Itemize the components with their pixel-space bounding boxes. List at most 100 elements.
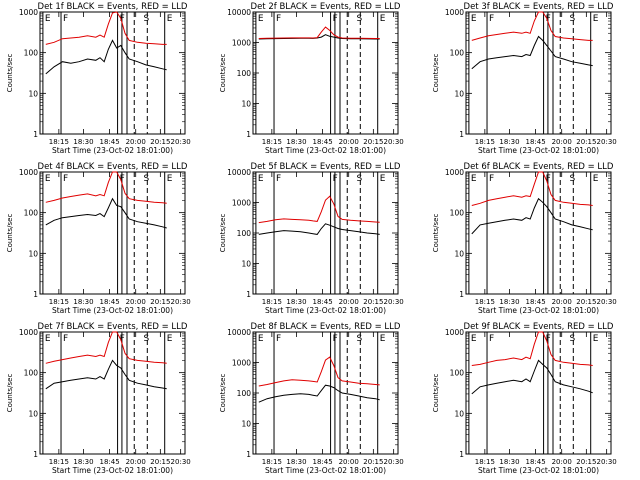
series-line-black — [45, 39, 167, 75]
x-tick-label: 20:15 — [150, 458, 170, 466]
x-tick-label: 20:00 — [552, 298, 572, 306]
marker-letter: F — [276, 334, 281, 344]
y-tick-label: 1000 — [232, 39, 251, 48]
chart-panel-det6: Det 6f BLACK = Events, RED = LLD Counts/s… — [432, 162, 617, 315]
marker-letter: S — [357, 334, 363, 344]
plot-frame — [39, 11, 186, 135]
x-tick-label: 20:30 — [597, 298, 617, 306]
marker-letter: F — [489, 14, 494, 24]
x-tick-label: 20:00 — [339, 138, 359, 146]
y-axis-label: Counts/sec — [432, 214, 440, 253]
plot-frame — [39, 331, 186, 455]
y-tick-label: 10 — [28, 249, 38, 258]
plot-frame — [252, 11, 399, 135]
marker-letter: E — [45, 174, 51, 184]
x-axis-label: Start Time (23-Oct-02 18:01:00) — [478, 146, 599, 155]
y-axis-label: Counts/sec — [6, 54, 14, 93]
chart-title: Det 4f BLACK = Events, RED = LLD — [38, 162, 188, 172]
y-axis-label: Counts/sec — [6, 374, 14, 413]
y-tick-label: 100 — [237, 389, 252, 398]
y-tick-label: 1 — [459, 130, 464, 139]
marker-letter: E — [593, 334, 599, 344]
marker-letter: S — [570, 334, 576, 344]
x-tick-label: 18:45 — [526, 298, 546, 306]
y-tick-label: 10000 — [227, 8, 251, 17]
y-axis-label: Counts/sec — [432, 374, 440, 413]
x-tick-label: 18:15 — [262, 138, 282, 146]
x-tick-label: 18:45 — [526, 458, 546, 466]
x-tick-label: 18:30 — [286, 138, 306, 146]
y-tick-label: 100 — [237, 229, 252, 238]
series-line-red — [471, 331, 593, 366]
y-tick-label: 10000 — [227, 328, 251, 337]
x-axis-label: Start Time (23-Oct-02 18:01:00) — [265, 306, 386, 315]
y-tick-label: 1 — [246, 450, 251, 459]
chart-title: Det 9f BLACK = Events, RED = LLD — [464, 322, 614, 332]
y-tick-label: 100 — [450, 209, 465, 218]
y-tick-label: 10 — [454, 249, 464, 258]
x-tick-label: 18:30 — [286, 298, 306, 306]
x-tick-label: 18:15 — [262, 458, 282, 466]
chart-panel-det7: Det 7f BLACK = Events, RED = LLD Counts/s… — [6, 322, 191, 475]
marker-letter: E — [167, 14, 173, 24]
y-tick-label: 10 — [454, 89, 464, 98]
y-tick-label: 1 — [33, 450, 38, 459]
x-tick-label: 18:30 — [73, 138, 93, 146]
y-tick-label: 1 — [246, 290, 251, 299]
marker-letter: F — [333, 14, 338, 24]
marker-letter: F — [546, 14, 551, 24]
marker-letter: E — [45, 334, 51, 344]
x-tick-label: 20:30 — [171, 458, 191, 466]
marker-letter: E — [471, 334, 477, 344]
marker-letter: S — [144, 14, 150, 24]
x-tick-label: 18:15 — [475, 138, 495, 146]
x-tick-label: 18:45 — [313, 458, 333, 466]
x-axis-label: Start Time (23-Oct-02 18:01:00) — [52, 146, 173, 155]
series-line-black — [258, 384, 380, 403]
y-tick-label: 100 — [450, 49, 465, 58]
marker-letter: E — [593, 174, 599, 184]
marker-letter: E — [380, 334, 386, 344]
x-tick-label: 20:15 — [150, 138, 170, 146]
marker-letter: F — [120, 334, 125, 344]
x-tick-label: 18:15 — [49, 458, 69, 466]
x-tick-label: 18:15 — [475, 298, 495, 306]
x-tick-label: 20:30 — [171, 138, 191, 146]
marker-letter: E — [45, 14, 51, 24]
marker-letter: S — [144, 174, 150, 184]
chart-panel-det9: Det 9f BLACK = Events, RED = LLD Counts/s… — [432, 322, 617, 475]
chart-title: Det 7f BLACK = Events, RED = LLD — [38, 322, 188, 332]
y-tick-label: 1000 — [19, 8, 38, 17]
x-tick-label: 20:15 — [576, 298, 596, 306]
plot-frame — [252, 171, 399, 295]
x-tick-label: 20:30 — [597, 458, 617, 466]
y-tick-label: 1 — [459, 450, 464, 459]
marker-letter: F — [489, 334, 494, 344]
series-line-black — [45, 197, 167, 229]
series-line-black — [471, 359, 593, 395]
x-tick-label: 20:00 — [126, 458, 146, 466]
plot-frame — [465, 11, 612, 135]
y-tick-label: 10 — [241, 420, 251, 429]
x-tick-label: 18:15 — [49, 298, 69, 306]
x-tick-label: 20:00 — [339, 458, 359, 466]
plot-frame — [465, 171, 612, 295]
marker-letter: E — [380, 14, 386, 24]
marker-letter: E — [471, 174, 477, 184]
series-line-red — [258, 26, 380, 39]
y-tick-label: 10 — [241, 100, 251, 109]
x-tick-label: 20:30 — [384, 458, 404, 466]
x-axis-label: Start Time (23-Oct-02 18:01:00) — [478, 306, 599, 315]
x-tick-label: 18:45 — [313, 138, 333, 146]
series-line-black — [471, 35, 593, 70]
plot-frame — [465, 331, 612, 455]
x-tick-label: 20:30 — [597, 138, 617, 146]
series-line-black — [45, 359, 167, 390]
x-tick-label: 18:45 — [526, 138, 546, 146]
series-line-red — [45, 11, 167, 45]
series-line-black — [258, 223, 380, 235]
y-tick-label: 1000 — [19, 328, 38, 337]
x-tick-label: 18:15 — [262, 298, 282, 306]
marker-letter: E — [258, 174, 264, 184]
marker-letter: S — [144, 334, 150, 344]
